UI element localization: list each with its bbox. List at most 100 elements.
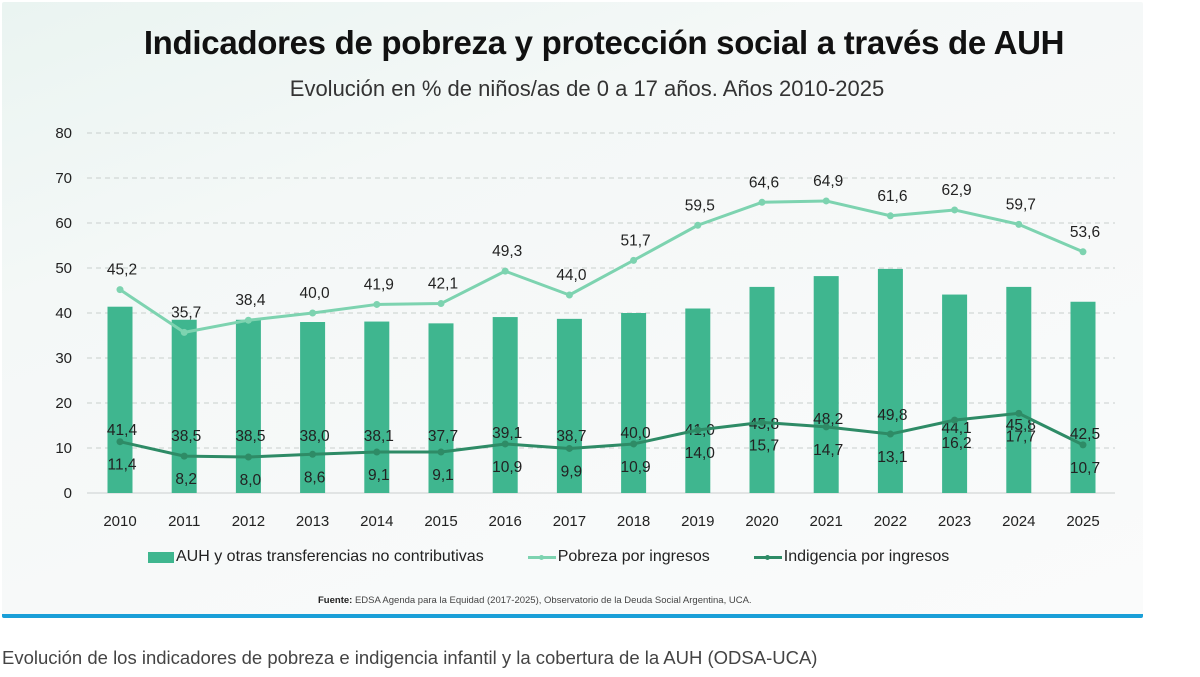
pobreza-point (501, 267, 509, 275)
pobreza-data-label: 40,0 (300, 285, 331, 302)
indigencia-point (1015, 409, 1023, 417)
bar-series (107, 268, 1096, 493)
chart-subtitle: Evolución en % de niños/as de 0 a 17 año… (289, 76, 885, 101)
indigencia-point (1079, 441, 1087, 449)
indigencia-point (437, 448, 445, 456)
indigencia-point (565, 444, 573, 452)
x-tick-label: 2021 (810, 513, 843, 530)
indigencia-data-label: 10,9 (621, 459, 651, 476)
x-tick-label: 2010 (103, 513, 136, 530)
indigencia-data-label: 17,7 (1006, 428, 1036, 445)
legend-label-auh: AUH y otras transferencias no contributi… (176, 548, 484, 565)
legend-swatch-indigencia (753, 552, 782, 563)
x-tick-label: 2024 (1002, 513, 1035, 530)
x-tick-label: 2025 (1066, 513, 1099, 530)
pobreza-point (886, 212, 894, 220)
bar (813, 276, 839, 493)
chart-card: Indicadores de pobreza y protección soci… (2, 2, 1143, 618)
bar-data-labels: 41,438,538,538,038,137,739,138,740,041,0… (107, 407, 1100, 445)
y-tick-label: 0 (64, 485, 72, 502)
bar (300, 322, 326, 493)
indigencia-point (373, 448, 381, 456)
pobreza-data-label: 64,6 (749, 174, 779, 191)
x-tick-label: 2014 (360, 513, 393, 530)
bar-data-label: 39,1 (492, 425, 522, 442)
pobreza-data-label: 53,6 (1070, 224, 1100, 241)
y-tick-label: 60 (55, 215, 72, 232)
indigencia-point (309, 450, 317, 458)
bar (235, 319, 261, 493)
y-tick-label: 50 (55, 260, 72, 277)
pobreza-data-label: 51,7 (621, 232, 651, 249)
bar-data-label: 38,7 (556, 428, 586, 445)
pobreza-data-label: 45,2 (107, 262, 137, 279)
indigencia-point (116, 438, 124, 446)
indigencia-data-label: 8,2 (175, 471, 197, 488)
bar (749, 286, 775, 493)
indigencia-data-label: 14,0 (685, 445, 716, 462)
legend: AUH y otras transferencias no contributi… (148, 546, 993, 568)
bar (171, 319, 197, 493)
bar-data-label: 38,5 (171, 428, 201, 445)
legend-swatch-bar (148, 551, 174, 563)
pobreza-data-label: 38,4 (235, 292, 266, 309)
y-tick-label: 30 (55, 350, 72, 367)
bar-data-label: 38,1 (364, 428, 394, 445)
y-tick-label: 70 (55, 170, 72, 187)
indigencia-point (758, 418, 766, 426)
bar-data-label: 41,4 (107, 422, 138, 439)
legend-item-pobreza: Pobreza por ingresos (527, 548, 710, 566)
x-tick-label: 2020 (745, 513, 778, 530)
chart-plot: 0 10 20 30 40 50 60 70 80 41,4 38,5 38,5 38,0 38,1 37… (55, 125, 1115, 530)
indigencia-data-label: 14,7 (813, 442, 843, 459)
pobreza-data-label: 62,9 (942, 182, 972, 199)
x-tick-label: 2019 (681, 513, 714, 530)
bar (556, 318, 582, 493)
bar (621, 313, 647, 493)
pobreza-point (951, 206, 959, 214)
pobreza-data-label: 64,9 (813, 173, 843, 190)
indigencia-data-label: 10,9 (492, 459, 522, 476)
legend-swatch-pobreza (527, 552, 556, 563)
bar (1070, 301, 1096, 493)
indigencia-data-label: 9,9 (561, 463, 583, 480)
x-tick-label: 2013 (296, 513, 329, 530)
y-tick-label: 20 (55, 395, 72, 412)
pobreza-point (630, 256, 638, 264)
source-label: Fuente: (318, 595, 353, 606)
x-tick-label: 2015 (424, 513, 457, 530)
x-tick-label: 2018 (617, 513, 650, 530)
indigencia-data-label: 8,6 (304, 469, 326, 486)
bar (685, 308, 711, 493)
indigencia-point (244, 453, 252, 461)
bar-data-label: 44,1 (942, 420, 972, 437)
source-text: EDSA Agenda para la Equidad (2017-2025),… (352, 595, 752, 606)
x-tick-label: 2016 (489, 513, 522, 530)
pobreza-point (1015, 220, 1023, 228)
pobreza-point (758, 198, 766, 206)
pobreza-data-label: 59,7 (1006, 196, 1036, 213)
legend-label-indigencia: Indigencia por ingresos (783, 548, 950, 565)
bar-data-label: 42,5 (1070, 426, 1100, 443)
indigencia-point (822, 423, 830, 431)
indigencia-data-label: 15,7 (749, 437, 779, 454)
pobreza-line (119, 199, 1084, 334)
x-axis-ticks: 2010 2011 2012 2013 2014 2015 2016 2017 2018 2019… (103, 513, 1099, 530)
x-tick-label: 2022 (874, 513, 907, 530)
y-tick-label: 10 (55, 440, 72, 457)
x-tick-label: 2017 (553, 513, 586, 530)
indigencia-point (180, 452, 188, 460)
legend-item-indigencia: Indigencia por ingresos (753, 548, 950, 566)
indigencia-data-label: 9,1 (432, 467, 454, 484)
pobreza-data-label: 44,0 (556, 267, 587, 284)
image-caption: Evolución de los indicadores de pobreza … (2, 647, 818, 668)
indigencia-data-label: 16,2 (942, 435, 972, 452)
pobreza-data-label: 42,1 (428, 276, 458, 293)
y-tick-label: 80 (55, 125, 72, 142)
y-axis-ticks: 0 10 20 30 40 50 60 70 80 (55, 125, 72, 502)
pobreza-data-label: 41,9 (364, 276, 394, 293)
indigencia-point (694, 426, 702, 434)
pobreza-point (822, 197, 830, 205)
legend-item-auh: AUH y otras transferencias no contributi… (148, 548, 484, 566)
indigencia-point (501, 440, 509, 448)
